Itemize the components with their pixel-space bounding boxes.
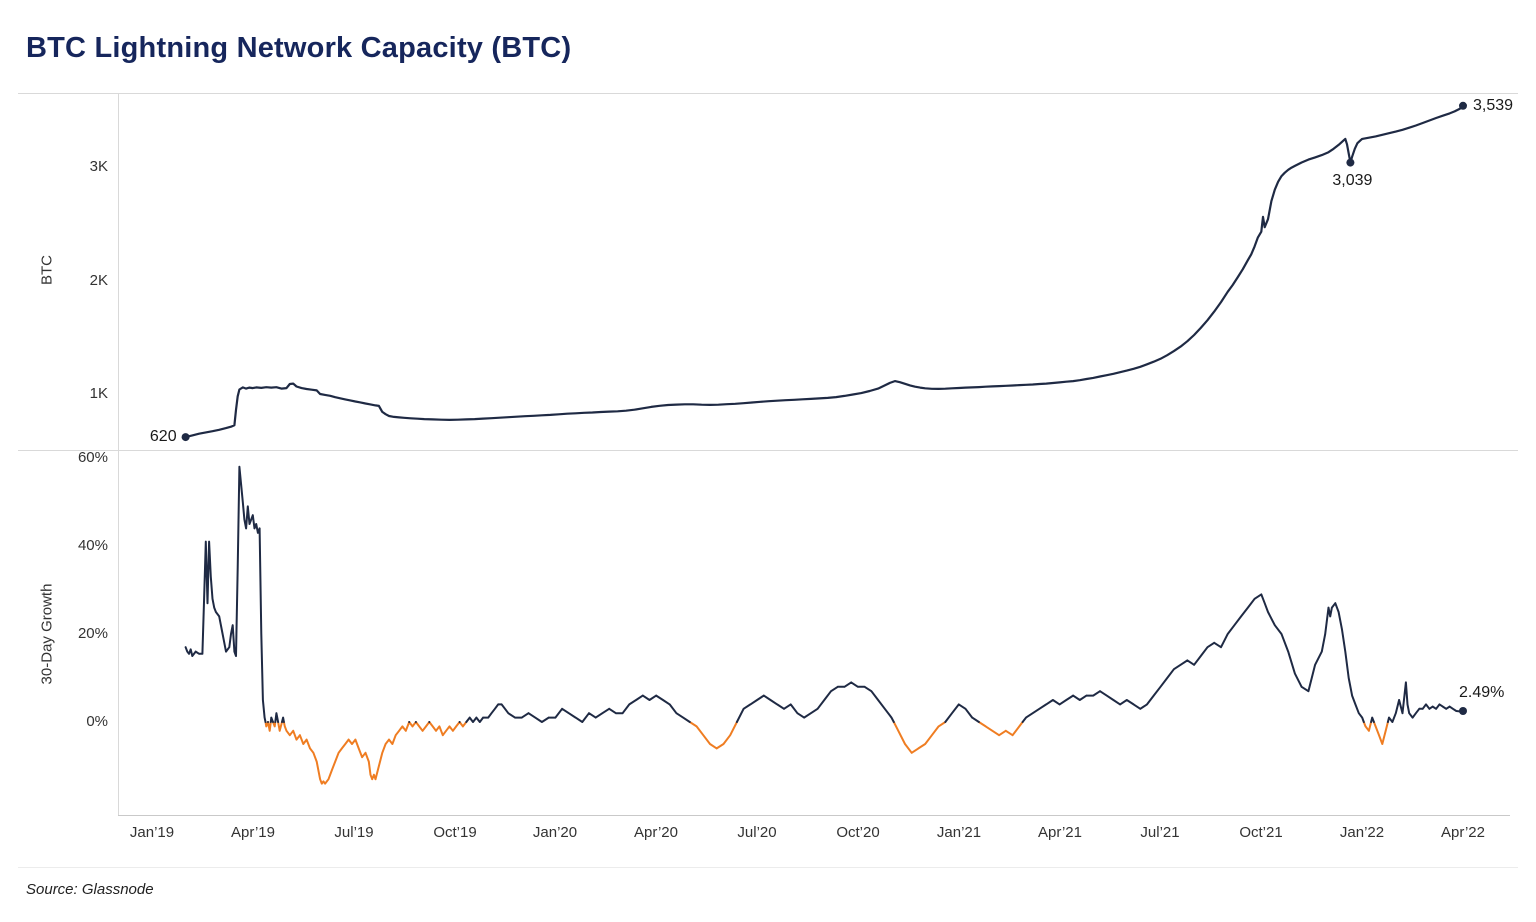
x-tick-label: Jan’22 — [1339, 824, 1385, 841]
x-tick-label: Oct’19 — [433, 824, 477, 841]
growth-y-axis-title: 30-Day Growth — [38, 583, 56, 685]
growth-series-line-positive — [184, 465, 1464, 723]
series-endpoint-dot — [1459, 707, 1467, 715]
x-tick-label: Jul’19 — [334, 824, 374, 841]
y-tick-label: 3K — [89, 158, 108, 175]
series-endpoint-dot — [181, 433, 190, 442]
x-tick-label: Apr’22 — [1441, 824, 1485, 841]
series-endpoint-dot — [1459, 101, 1467, 110]
chart-annotation: 620 — [149, 428, 177, 446]
chart-annotation: 3,539 — [1473, 96, 1514, 114]
x-tick-label: Apr’20 — [634, 824, 678, 841]
growth-line-chart — [184, 465, 1467, 785]
x-tick-label: Apr’19 — [231, 824, 275, 841]
x-tick-label: Apr’21 — [1038, 824, 1082, 841]
capacity-y-axis-title: BTC — [38, 255, 56, 285]
x-tick-label: Jan’21 — [936, 824, 982, 841]
source-attribution: Source: Glassnode — [26, 881, 154, 898]
x-tick-label: Jul’21 — [1140, 824, 1180, 841]
x-tick-label: Jan’20 — [532, 824, 578, 841]
capacity-line-chart — [181, 101, 1467, 442]
x-axis-line — [118, 815, 1510, 816]
growth-series-line-negative — [264, 721, 1389, 785]
y-tick-label: 40% — [77, 537, 108, 554]
chart-title: BTC Lightning Network Capacity (BTC) — [26, 32, 572, 64]
y-tick-label: 60% — [77, 449, 108, 466]
y-tick-label: 1K — [89, 385, 108, 402]
capacity-series-line — [184, 104, 1465, 439]
series-endpoint-dot — [1346, 158, 1355, 167]
chart-top-border — [18, 93, 1518, 94]
x-tick-label: Jan’19 — [129, 824, 175, 841]
y-tick-label: 0% — [86, 713, 108, 730]
x-tick-label: Oct’21 — [1239, 824, 1283, 841]
chart-annotation: 2.49% — [1459, 684, 1505, 702]
footer-divider — [18, 867, 1518, 868]
y-axis-line — [118, 93, 119, 815]
panel-divider — [18, 450, 1518, 451]
y-tick-label: 2K — [89, 272, 108, 289]
x-tick-label: Oct’20 — [836, 824, 880, 841]
chart-annotation: 3,039 — [1332, 171, 1373, 189]
y-tick-label: 20% — [77, 625, 108, 642]
x-tick-label: Jul’20 — [737, 824, 777, 841]
